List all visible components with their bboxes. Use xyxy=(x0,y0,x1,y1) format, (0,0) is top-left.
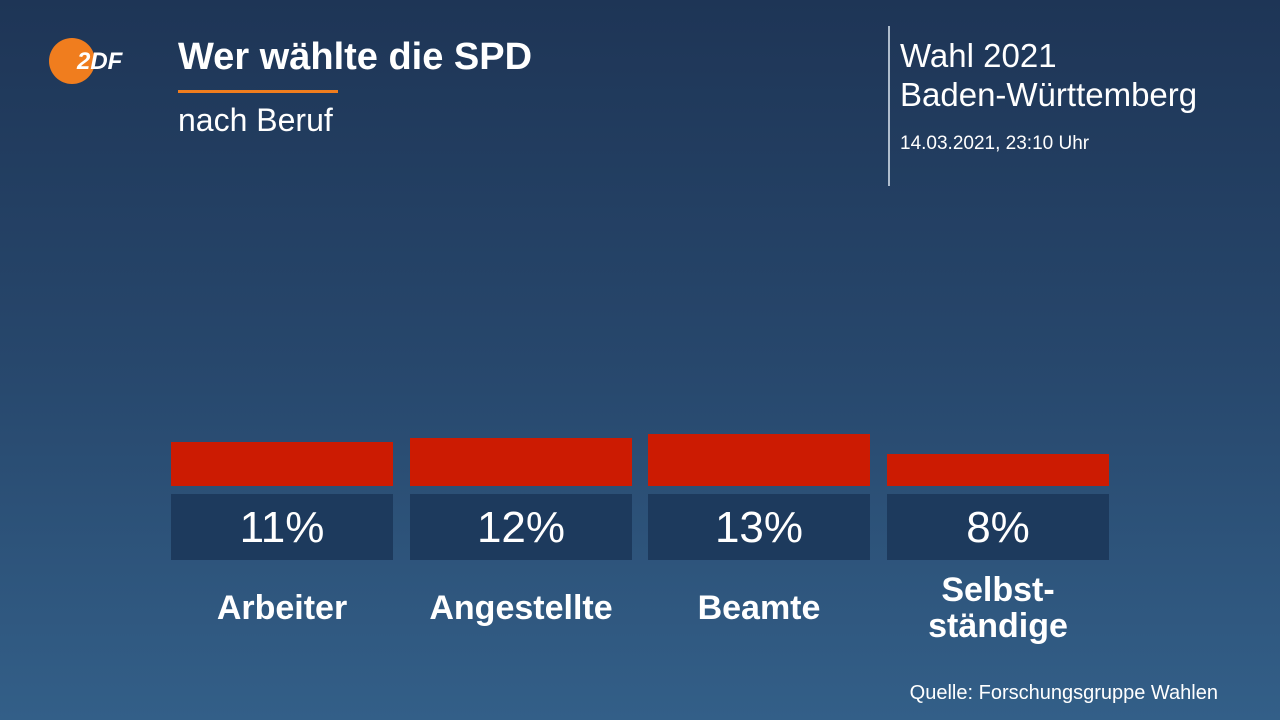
svg-text:2DF: 2DF xyxy=(76,48,124,75)
category-label-arbeiter: Arbeiter xyxy=(216,589,348,627)
bar-selbst-ständige xyxy=(887,454,1109,486)
source-note: Quelle: Forschungsgruppe Wahlen xyxy=(909,682,1218,704)
election-info: Wahl 2021 Baden-Württemberg xyxy=(900,36,1197,114)
value-label-angestellte: 12% xyxy=(410,494,632,560)
title-underline xyxy=(178,90,338,93)
value-label-beamte: 13% xyxy=(648,494,870,560)
category-label-beamte: Beamte xyxy=(697,589,821,627)
chart-title: Wer wählte die SPD xyxy=(178,36,533,78)
value-label-arbeiter: 11% xyxy=(171,494,393,560)
bar-angestellte xyxy=(410,438,632,486)
election-year: Wahl 2021 xyxy=(900,37,1057,74)
zdf-logo: 2DF xyxy=(49,38,135,84)
election-region: Baden-Württemberg xyxy=(900,76,1198,113)
value-label-selbst-ständige: 8% xyxy=(887,494,1109,560)
category-label-angestellte: Angestellte xyxy=(429,589,613,627)
category-label-selbst-ständige: Selbst- ständige xyxy=(928,571,1068,645)
timestamp: 14.03.2021, 23:10 Uhr xyxy=(900,133,1090,154)
bar-arbeiter xyxy=(171,442,393,486)
bar-beamte xyxy=(648,434,870,486)
chart-subtitle: nach Beruf xyxy=(178,102,333,138)
header-divider xyxy=(888,26,890,186)
